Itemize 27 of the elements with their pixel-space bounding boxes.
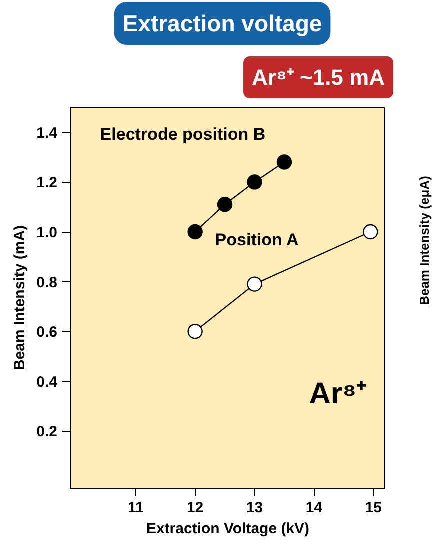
point: [217, 197, 233, 212]
x-tick-label: 13: [246, 500, 264, 516]
y-tick-label: 1.2: [36, 174, 58, 192]
annotation: Ar⁸⁺: [309, 377, 367, 410]
text: Ar⁸⁺ ~1.5 mA: [252, 65, 386, 90]
point: [363, 224, 378, 240]
series-label: Position A: [215, 230, 299, 250]
point: [188, 324, 203, 340]
text: Beam Intensity (eμA): [417, 176, 432, 306]
y-tick-label: 0.8: [36, 274, 58, 292]
y-tick-label: 1.0: [36, 224, 58, 242]
y-axis-title: Beam Intensity (mA): [12, 225, 29, 371]
point: [247, 276, 262, 292]
x-tick-label: 11: [128, 500, 144, 516]
x-tick-label: 14: [306, 500, 324, 516]
x-tick-label: 15: [365, 500, 382, 516]
point: [276, 154, 292, 170]
point: [188, 224, 203, 240]
chart-title: Extraction voltage: [122, 10, 322, 36]
y-tick-label: 1.4: [36, 124, 58, 142]
x-axis-title: Extraction Voltage (kV): [146, 520, 310, 538]
point: [247, 174, 262, 190]
series-label: Electrode position B: [100, 124, 266, 144]
x-tick-label: 12: [186, 500, 204, 516]
y-tick-label: 0.2: [36, 424, 58, 441]
y-tick-label: 0.4: [36, 374, 58, 391]
y-tick-label: 0.6: [36, 324, 58, 342]
